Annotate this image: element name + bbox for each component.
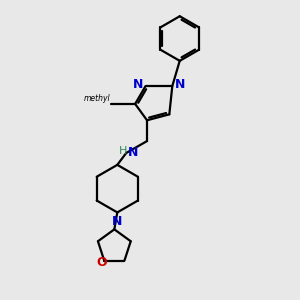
Text: N: N bbox=[128, 146, 138, 159]
Text: O: O bbox=[97, 256, 107, 268]
Text: H: H bbox=[118, 146, 127, 156]
Text: methyl: methyl bbox=[83, 94, 110, 103]
Text: N: N bbox=[175, 78, 185, 91]
Text: N: N bbox=[112, 215, 122, 228]
Text: N: N bbox=[133, 78, 143, 91]
